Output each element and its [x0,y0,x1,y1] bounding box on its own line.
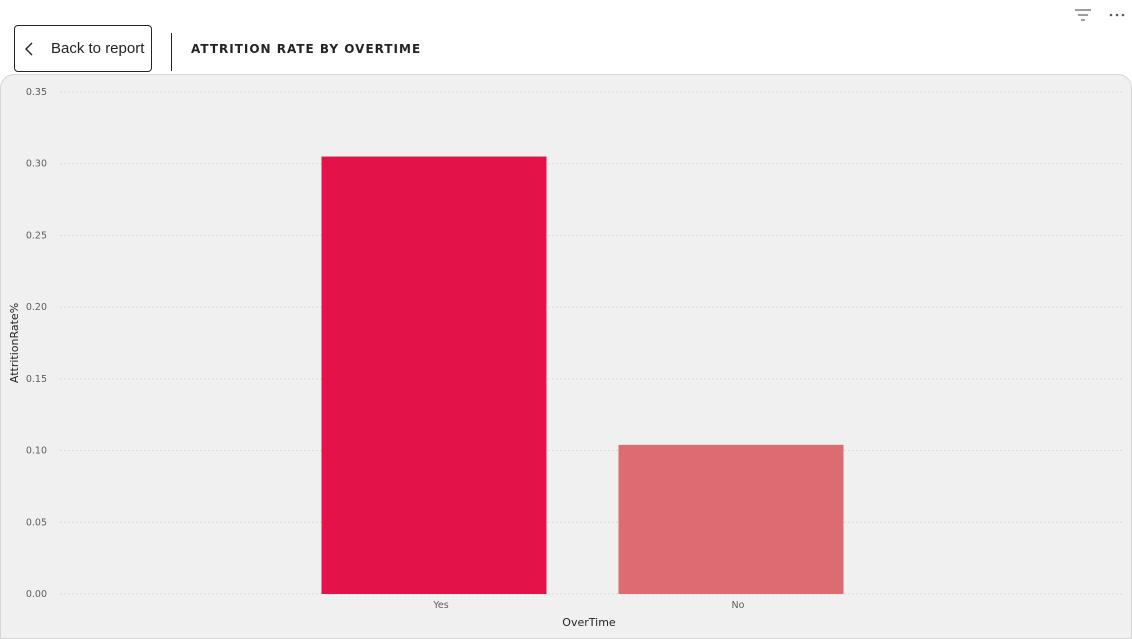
y-tick-label: 0.20 [26,302,47,313]
x-axis-title: OverTime [562,616,616,629]
chart-title: ATTRITION RATE BY OVERTIME [191,42,422,56]
x-tick-label: No [732,600,745,611]
gridlines [60,91,1122,595]
y-tick-label: 0.00 [26,589,47,600]
header-divider [171,33,172,71]
y-tick-label: 0.25 [26,230,47,241]
chart-panel [0,74,1132,639]
y-tick-label: 0.05 [26,517,47,528]
chevron-left-icon [25,42,33,56]
x-tick-label: Yes [432,600,448,611]
y-tick-label: 0.10 [26,446,47,457]
x-axis-ticks: Yes No [432,600,744,611]
back-to-report-label: Back to report [51,40,145,57]
bar-yes[interactable] [321,156,547,595]
y-axis-ticks: 0.00 0.05 0.10 0.15 0.20 0.25 0.30 0.35 [26,87,47,600]
bars [321,156,844,595]
filter-icon[interactable] [1074,7,1092,23]
y-axis-title: AttritionRate% [8,303,21,383]
y-tick-label: 0.30 [26,159,47,170]
back-to-report-button[interactable]: Back to report [14,25,152,72]
bar-no[interactable] [618,444,844,594]
more-options-icon[interactable] [1108,7,1126,23]
y-tick-label: 0.35 [26,87,47,98]
y-tick-label: 0.15 [26,374,47,385]
